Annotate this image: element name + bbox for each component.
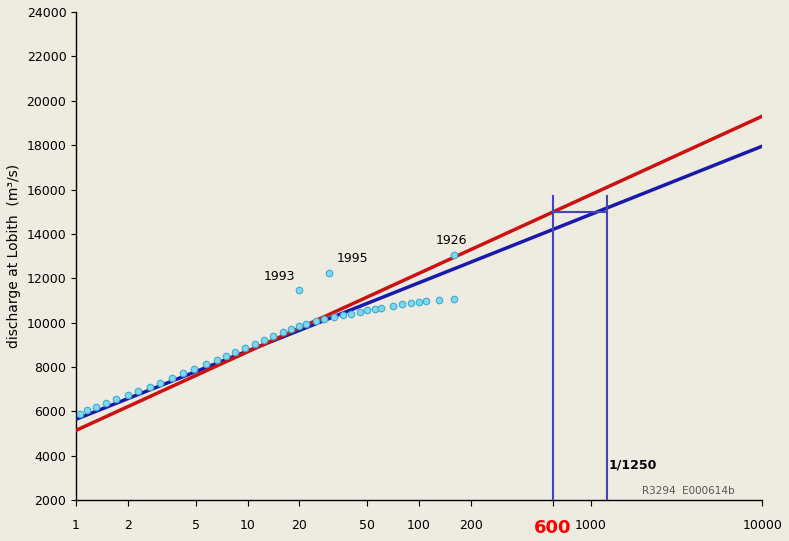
Point (396, 300, 409, 309)
Point (267, 332, 279, 340)
Text: 1926: 1926 (436, 234, 467, 247)
Text: 1/1250: 1/1250 (608, 458, 657, 471)
Point (73, 410, 86, 418)
Point (249, 339, 261, 348)
Point (211, 355, 223, 364)
Point (188, 364, 200, 373)
Point (100, 399, 113, 407)
Point (353, 308, 366, 316)
Point (122, 391, 134, 400)
Text: 20: 20 (291, 519, 307, 532)
Point (448, 295, 461, 304)
Point (328, 313, 341, 321)
Point (375, 304, 387, 312)
Point (361, 306, 374, 314)
Text: 1: 1 (72, 519, 80, 532)
Point (387, 302, 399, 311)
Point (405, 299, 417, 307)
Text: 1000: 1000 (574, 519, 607, 532)
Point (420, 296, 432, 305)
Y-axis label: discharge at Lobith  (m³/s): discharge at Lobith (m³/s) (7, 164, 21, 348)
Text: 10: 10 (240, 519, 256, 532)
Point (323, 268, 336, 277)
Point (239, 343, 252, 352)
Point (276, 328, 289, 337)
Point (300, 319, 312, 328)
Point (345, 309, 357, 318)
Text: 100: 100 (407, 519, 431, 532)
Point (285, 325, 297, 334)
Point (309, 317, 322, 326)
Point (110, 395, 122, 404)
Point (448, 250, 461, 259)
Point (337, 311, 350, 319)
Point (154, 378, 166, 387)
Text: 2: 2 (124, 519, 132, 532)
Point (368, 305, 381, 313)
Point (132, 387, 144, 396)
Point (89, 403, 102, 411)
Text: 1993: 1993 (264, 270, 295, 283)
Point (258, 335, 271, 344)
Text: 200: 200 (458, 519, 483, 532)
Point (165, 374, 178, 382)
Text: 5: 5 (192, 519, 200, 532)
Text: 10000: 10000 (742, 519, 782, 532)
Point (144, 382, 156, 391)
Point (220, 351, 233, 360)
Point (200, 360, 212, 368)
Text: 600: 600 (534, 519, 571, 537)
Text: 50: 50 (360, 519, 376, 532)
Point (80, 406, 93, 414)
Point (318, 315, 331, 324)
Point (432, 296, 445, 305)
Point (229, 347, 241, 356)
Point (293, 286, 305, 295)
Point (177, 369, 189, 378)
Text: R3294  E000614b: R3294 E000614b (642, 486, 735, 496)
Text: 1995: 1995 (337, 252, 368, 265)
Point (293, 322, 305, 331)
Point (413, 298, 425, 306)
